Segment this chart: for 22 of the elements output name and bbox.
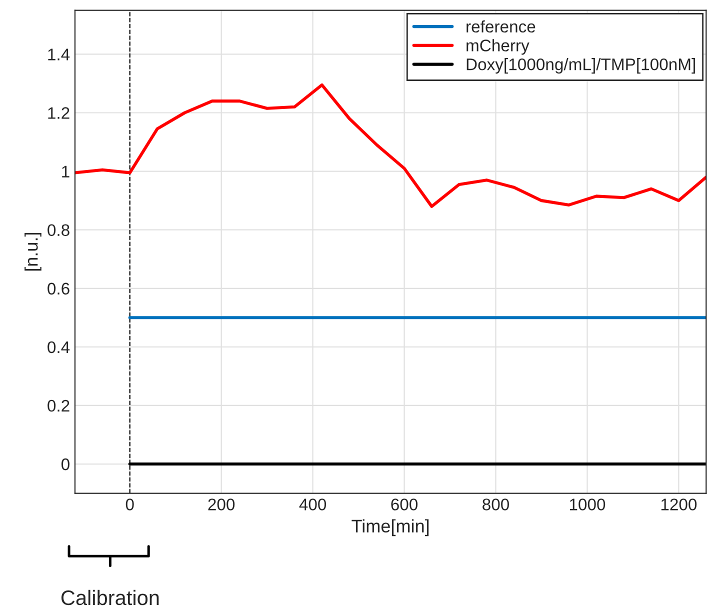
x-tick-label: 400 (299, 498, 326, 510)
x-tick-label: 1200 (661, 498, 697, 510)
text: Calibration (61, 590, 159, 606)
y-axis-title: [n.u.] (24, 233, 42, 271)
x-tick-label: 0 (126, 498, 134, 510)
y-tick-label: 1 (62, 166, 70, 178)
legend-label: Doxy[1000ng/mL]/TMP[100nM] (466, 58, 695, 74)
x-tick-label: 1000 (570, 498, 606, 510)
legend-label: mCherry (466, 39, 530, 55)
y-tick-label: 0.8 (48, 224, 70, 236)
y-tick-label: 0 (61, 458, 70, 470)
y-tick-label: 1.2 (48, 107, 70, 119)
y-tick-label: 0.6 (48, 282, 70, 295)
line-series (74, 83, 706, 208)
legend-label: reference (466, 20, 536, 33)
y-tick-label: 0.2 (48, 400, 70, 412)
y-tick-label: 1.4 (48, 48, 70, 60)
x-axis-title: Time[min] (352, 519, 429, 536)
y-tick-label: 0.4 (48, 341, 70, 354)
x-tick-label: 200 (208, 498, 235, 510)
x-tick-label: 800 (482, 498, 510, 510)
x-tick-label: 600 (391, 498, 418, 510)
